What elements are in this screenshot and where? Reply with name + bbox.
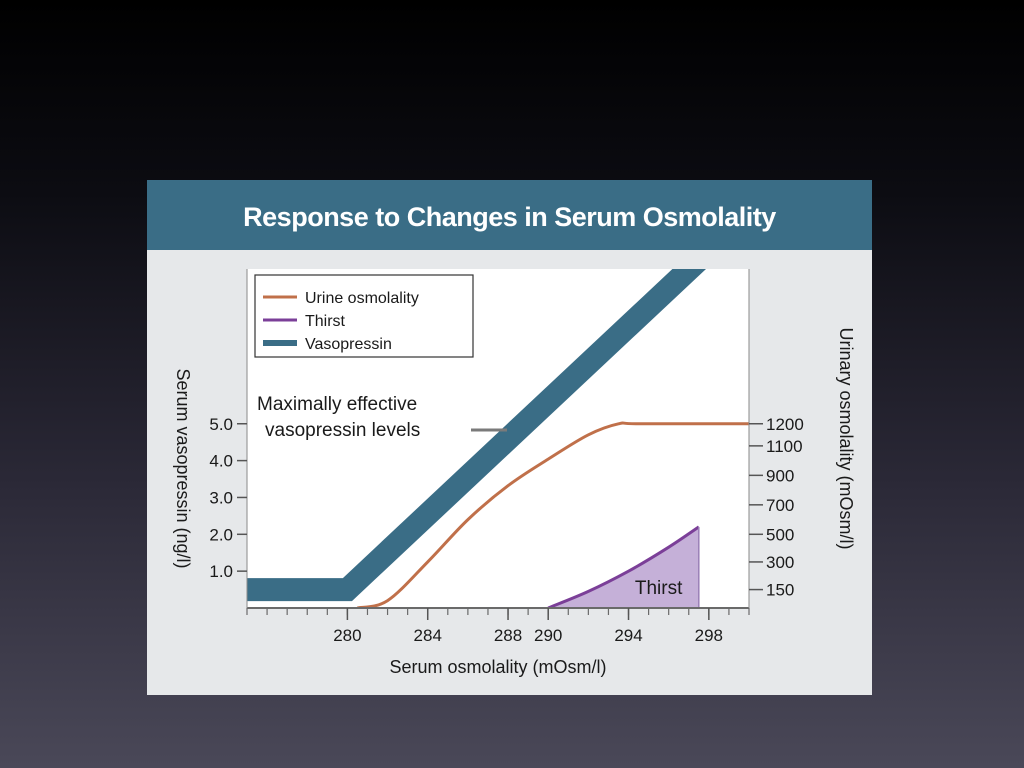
- urine-osmolality-line: [357, 421, 749, 608]
- y-tick-label: 4.0: [209, 452, 233, 471]
- y2-tick-label: 300: [766, 553, 794, 572]
- x-tick-label: 288: [494, 626, 522, 645]
- x-tick-label: 294: [614, 626, 642, 645]
- annotation-background: [255, 389, 469, 443]
- legend-label: Vasopressin: [305, 336, 392, 353]
- legend-label: Urine osmolality: [305, 290, 419, 307]
- y-tick-label: 5.0: [209, 415, 233, 434]
- y2-tick-label: 1100: [766, 437, 803, 456]
- thirst-area: [548, 526, 699, 608]
- y2-tick-label: 500: [766, 525, 794, 544]
- annotation-line-2: vasopressin levels: [265, 420, 420, 441]
- y2-tick-label: 1200: [766, 415, 804, 434]
- x-tick-label: 280: [333, 626, 361, 645]
- y2-axis-title: Urinary osmolality (mOsm/l): [836, 327, 856, 549]
- y2-tick-label: 150: [766, 581, 794, 600]
- chart-title: Response to Changes in Serum Osmolality: [243, 202, 776, 232]
- x-axis-title: Serum osmolality (mOsm/l): [389, 657, 606, 677]
- y2-tick-label: 700: [766, 496, 794, 515]
- y-axis-title: Serum vasopressin (ng/l): [173, 368, 193, 568]
- y-tick-label: 3.0: [209, 488, 233, 507]
- x-tick-label: 290: [534, 626, 562, 645]
- y-tick-label: 2.0: [209, 525, 233, 544]
- thirst-area-label: Thirst: [635, 578, 683, 599]
- vasopressin-band: [247, 269, 707, 602]
- title-bar: [147, 180, 872, 250]
- y2-tick-label: 900: [766, 466, 794, 485]
- x-tick-label: 284: [414, 626, 442, 645]
- x-tick-label: 298: [695, 626, 723, 645]
- annotation-line-1: Maximally effective: [257, 394, 417, 415]
- y-tick-label: 1.0: [209, 562, 233, 581]
- figure-panel: Response to Changes in Serum Osmolality …: [147, 180, 872, 695]
- chart-svg: 280 284 288 290 294 298 Serum osmolality (mOsm…: [173, 269, 856, 677]
- thirst-line: [547, 525, 700, 608]
- legend-label: Thirst: [305, 313, 346, 330]
